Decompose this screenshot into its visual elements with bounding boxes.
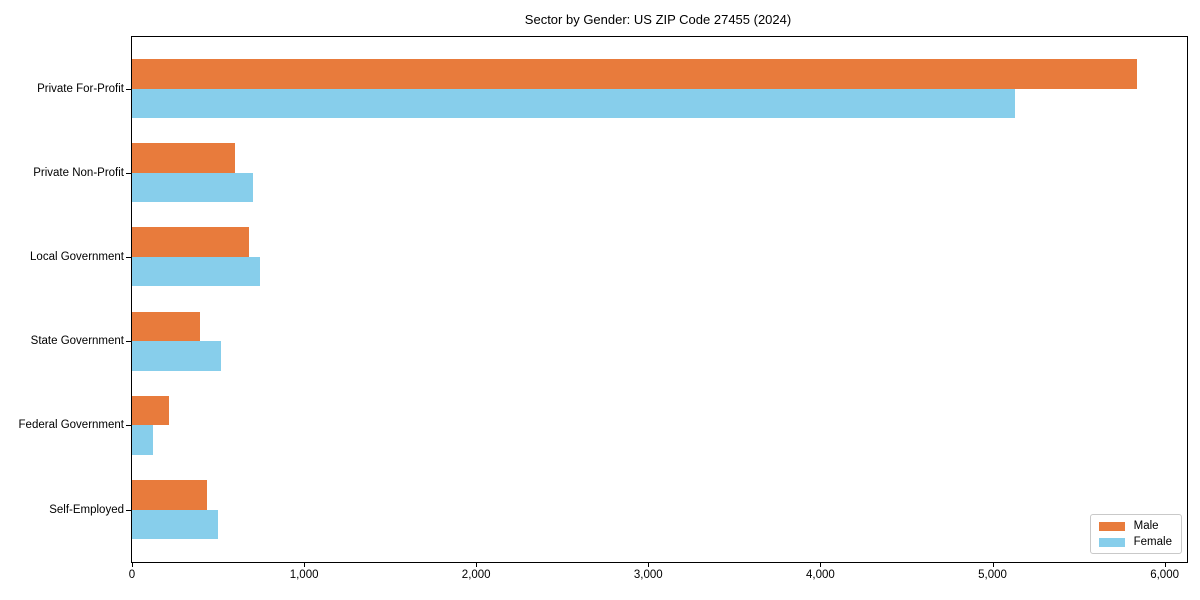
x-tick-mark (132, 563, 133, 567)
x-tick-label-0: 0 (128, 569, 136, 581)
y-tick-label-private-non-profit: Private Non-Profit (33, 166, 124, 179)
x-tick-mark (476, 563, 478, 567)
bar-female-federal-government (132, 425, 153, 455)
bar-female-local-government (132, 256, 261, 287)
x-tick-label-1-000: 1,000 (289, 569, 319, 581)
y-tick-label-federal-government: Federal Government (18, 419, 124, 432)
bar-female-state-government (132, 341, 221, 371)
y-tick-mark (126, 256, 131, 258)
bar-male-federal-government (132, 395, 169, 426)
y-tick-mark (126, 425, 131, 427)
x-tick-label-4-000: 4,000 (806, 569, 835, 581)
bar-female-self-employed (132, 509, 219, 540)
plot-area: Male Female (131, 36, 1188, 563)
x-tick-label-6-000: 6,000 (1150, 569, 1179, 581)
legend-label-male: Male (1133, 520, 1159, 532)
bar-male-local-government (132, 227, 249, 257)
legend-entry-female: Female (1098, 536, 1172, 548)
bar-female-private-non-profit (132, 172, 253, 203)
bar-male-self-employed (132, 480, 207, 510)
y-tick-label-self-employed: Self-Employed (49, 503, 124, 516)
y-tick-label-local-government: Local Government (30, 250, 124, 263)
x-tick-mark (820, 563, 822, 567)
bar-female-private-for-profit (132, 88, 1015, 118)
bar-male-state-government (132, 311, 200, 342)
x-tick-mark (1164, 563, 1166, 567)
legend: Male Female (1089, 514, 1182, 554)
y-tick-mark (126, 509, 131, 511)
x-tick-mark (304, 563, 306, 567)
y-tick-label-private-for-profit: Private For-Profit (37, 82, 124, 95)
chart-title: Sector by Gender: US ZIP Code 27455 (202… (524, 12, 792, 27)
legend-swatch-male (1098, 521, 1125, 531)
x-tick-mark (648, 563, 650, 567)
bar-male-private-non-profit (132, 143, 236, 173)
x-tick-mark (992, 563, 994, 567)
y-tick-mark (126, 341, 131, 343)
legend-entry-male: Male (1098, 520, 1172, 532)
x-tick-label-5-000: 5,000 (978, 569, 1007, 581)
x-tick-label-2-000: 2,000 (461, 569, 491, 581)
x-tick-label-3-000: 3,000 (633, 569, 663, 581)
y-tick-label-state-government: State Government (30, 335, 124, 348)
y-tick-mark (126, 88, 131, 90)
bar-male-private-for-profit (132, 59, 1138, 89)
legend-swatch-female (1098, 537, 1125, 547)
y-tick-mark (126, 172, 131, 174)
legend-label-female: Female (1133, 536, 1172, 548)
